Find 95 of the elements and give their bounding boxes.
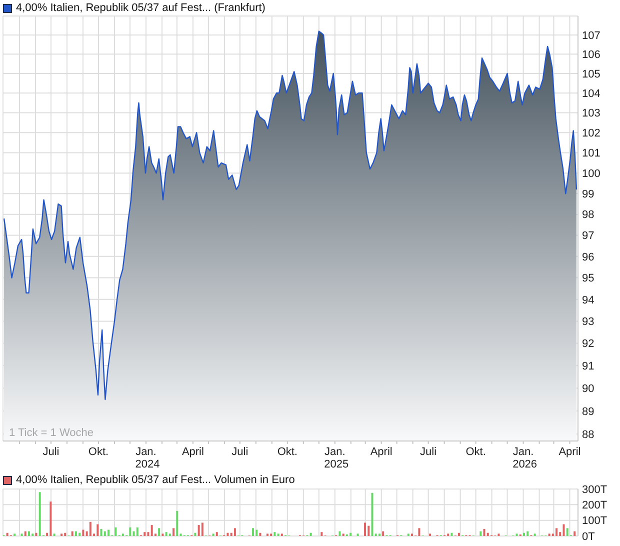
bar [458,532,460,536]
y-tick-label: 102 [582,128,600,140]
y-tick-label: 101 [582,148,600,160]
bar [556,528,558,536]
bar [566,528,568,536]
y-tick-label: 99 [582,188,594,201]
y-tick-label: 106 [582,49,600,62]
bar [418,528,420,536]
y-tick-label: 98 [582,209,594,222]
x-tick-label: Jan. 2026 [510,446,538,470]
y-tick-label: 104 [582,88,600,100]
y-tick-label: 103 [582,108,600,120]
y-tick-label: 88 [582,428,594,441]
bar [320,532,323,536]
bar [198,525,200,536]
y-tick-label: 92 [582,338,594,350]
x-tick-label: Juli [42,446,60,458]
bar [216,532,218,536]
y-tick-label: 0T [582,530,596,543]
bar [100,528,102,536]
x-tick-label: April [370,446,392,458]
bar [24,531,26,536]
bar [364,522,366,536]
x-tick-label: Juli [232,446,248,458]
bar [71,531,74,536]
legend-label: 4,00% Italien, Republik 05/37 auf Fest... (Frankfurt) [16,1,266,15]
bar [107,530,110,536]
bar [132,531,135,536]
bar [114,527,117,536]
bar [64,532,66,536]
x-tick-label: Okt. [277,446,298,458]
bar [158,528,160,536]
x-tick-label: April [558,446,581,458]
x-tick-label: Okt. [88,446,109,458]
bar [274,532,276,536]
y-tick-label: 100 [582,168,600,180]
y-tick-label: 90 [582,383,594,396]
bar [338,531,341,536]
bar [89,522,92,536]
bar [256,530,258,536]
annotation: 1 Tick = 1 Woche [9,426,94,440]
bar [104,531,106,536]
bar [350,532,352,536]
y-tick-label: 93 [582,316,594,328]
bar [526,531,529,536]
bar [522,532,525,536]
bar [35,532,38,536]
x-tick-label: Juli [420,446,437,458]
bar [486,532,489,536]
bar [74,531,77,536]
y-tick-label: 91 [582,360,594,373]
bar [165,532,168,536]
y-tick-label: 200T [582,500,608,512]
bar [574,531,576,536]
bar [194,532,196,536]
y-tick-label: 96 [582,251,594,264]
bar [371,492,374,536]
bar [50,502,52,536]
y-tick-label: 107 [582,30,600,42]
bar [28,531,30,536]
y-tick-label: 300T [582,484,608,496]
bar [38,492,41,536]
bar [176,510,178,536]
bar [129,527,132,536]
bar [368,526,370,536]
bar [310,532,312,536]
bar [150,525,153,536]
x-tick-label: Jan. 2025 [321,446,349,470]
bar [82,530,84,536]
bar [252,528,254,536]
y-tick-label: 97 [582,230,594,242]
bar [259,532,262,536]
y-tick-label: 105 [582,68,600,80]
bar [450,532,453,536]
x-tick-label: Jan. 2024 [132,446,160,470]
bar [136,527,138,536]
y-tick-label: 94 [582,294,594,306]
bar [172,528,175,536]
bar [96,524,99,536]
bar [382,531,384,536]
bar [78,532,81,536]
y-tick-label: 100T [582,515,608,528]
bar [201,522,204,536]
bar [144,532,146,536]
y-tick-label: 95 [582,272,594,285]
y-tick-label: 89 [582,406,594,418]
bar [483,528,486,536]
x-tick-label: April [182,446,204,458]
bar [226,532,229,536]
bar [562,524,565,536]
bar [480,531,482,536]
legend-label: 4,00% Italien, Republik 05/37 auf Fest... Volumen in Euro [16,473,295,487]
bar [147,532,150,536]
bar [234,528,236,536]
x-tick-label: Okt. [466,446,486,458]
